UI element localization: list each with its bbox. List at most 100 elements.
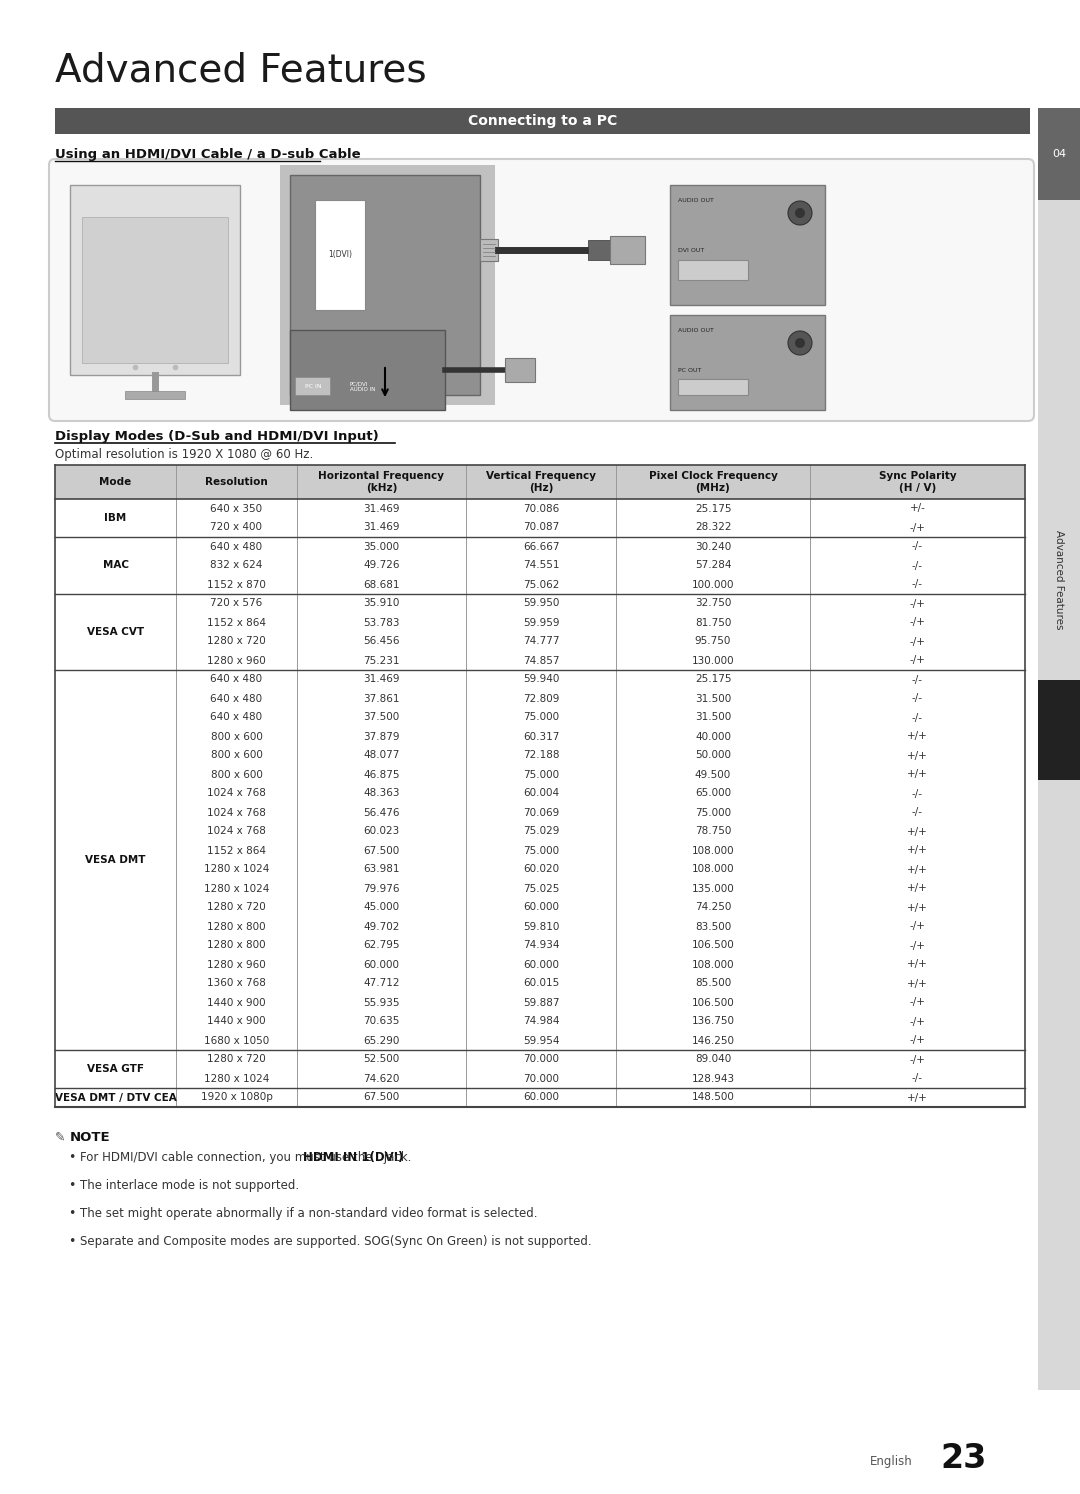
Bar bbox=[55, 575, 1025, 595]
Bar bbox=[280, 164, 495, 405]
Bar bbox=[670, 315, 825, 409]
Bar bbox=[1038, 108, 1080, 200]
Text: 74.551: 74.551 bbox=[523, 560, 559, 571]
Text: 640 x 480: 640 x 480 bbox=[211, 674, 262, 684]
Text: 40.000: 40.000 bbox=[696, 732, 731, 741]
Text: 04: 04 bbox=[1052, 149, 1066, 158]
Text: •: • bbox=[68, 1179, 76, 1192]
Text: Sync Polarity
(H / V): Sync Polarity (H / V) bbox=[879, 471, 956, 493]
Text: PC IN: PC IN bbox=[305, 384, 322, 390]
Text: 108.000: 108.000 bbox=[691, 865, 734, 874]
Text: 70.635: 70.635 bbox=[363, 1016, 400, 1026]
Text: 60.023: 60.023 bbox=[363, 826, 400, 837]
Bar bbox=[55, 108, 1030, 134]
Text: 75.000: 75.000 bbox=[523, 713, 559, 723]
Text: 1(DVI): 1(DVI) bbox=[328, 251, 352, 260]
Text: 74.984: 74.984 bbox=[523, 1016, 559, 1026]
Text: 79.976: 79.976 bbox=[363, 883, 400, 893]
Text: 106.500: 106.500 bbox=[691, 941, 734, 950]
Text: -/-: -/- bbox=[912, 693, 923, 704]
Bar bbox=[55, 651, 1025, 669]
Text: +/+: +/+ bbox=[907, 865, 928, 874]
Text: 1024 x 768: 1024 x 768 bbox=[207, 826, 266, 837]
Text: 70.069: 70.069 bbox=[523, 807, 559, 817]
Bar bbox=[55, 802, 1025, 822]
Text: 74.250: 74.250 bbox=[694, 902, 731, 913]
Text: 800 x 600: 800 x 600 bbox=[211, 732, 262, 741]
Text: 85.500: 85.500 bbox=[694, 979, 731, 989]
Bar bbox=[55, 536, 1025, 556]
Text: MAC: MAC bbox=[103, 560, 129, 571]
Text: 28.322: 28.322 bbox=[694, 523, 731, 532]
Text: VESA GTF: VESA GTF bbox=[87, 1064, 144, 1074]
Text: 640 x 480: 640 x 480 bbox=[211, 693, 262, 704]
Text: 48.363: 48.363 bbox=[363, 789, 400, 798]
Bar bbox=[55, 994, 1025, 1011]
Text: PC OUT: PC OUT bbox=[678, 368, 701, 372]
Text: 106.500: 106.500 bbox=[691, 998, 734, 1007]
Bar bbox=[55, 1011, 1025, 1031]
Text: 59.810: 59.810 bbox=[523, 922, 559, 931]
Text: VESA DMT: VESA DMT bbox=[85, 855, 146, 865]
Bar bbox=[588, 241, 610, 260]
Text: 1440 x 900: 1440 x 900 bbox=[207, 1016, 266, 1026]
Text: +/+: +/+ bbox=[907, 732, 928, 741]
Text: 800 x 600: 800 x 600 bbox=[211, 750, 262, 760]
Text: ✎: ✎ bbox=[55, 1131, 66, 1144]
Text: 60.317: 60.317 bbox=[523, 732, 559, 741]
Bar bbox=[55, 898, 1025, 917]
Text: -/+: -/+ bbox=[909, 998, 926, 1007]
Bar bbox=[55, 728, 1025, 746]
Text: 1920 x 1080p: 1920 x 1080p bbox=[201, 1092, 272, 1103]
Bar bbox=[678, 260, 748, 279]
Bar bbox=[55, 499, 1025, 518]
Bar bbox=[55, 974, 1025, 994]
Text: 1360 x 768: 1360 x 768 bbox=[207, 979, 266, 989]
Text: 59.959: 59.959 bbox=[523, 617, 559, 627]
Text: 720 x 576: 720 x 576 bbox=[211, 599, 262, 608]
Text: +/+: +/+ bbox=[907, 846, 928, 856]
Text: 89.040: 89.040 bbox=[694, 1055, 731, 1065]
Text: -/+: -/+ bbox=[909, 941, 926, 950]
Text: 1680 x 1050: 1680 x 1050 bbox=[204, 1035, 269, 1046]
Text: 148.500: 148.500 bbox=[691, 1092, 734, 1103]
Text: 59.950: 59.950 bbox=[523, 599, 559, 608]
Text: -/+: -/+ bbox=[909, 1035, 926, 1046]
Text: 31.469: 31.469 bbox=[363, 503, 400, 514]
Text: •: • bbox=[68, 1236, 76, 1247]
Text: 1280 x 960: 1280 x 960 bbox=[207, 656, 266, 665]
Bar bbox=[55, 1088, 1025, 1107]
Text: 65.000: 65.000 bbox=[694, 789, 731, 798]
Bar bbox=[55, 669, 1025, 689]
Text: 60.000: 60.000 bbox=[364, 959, 400, 970]
Bar bbox=[291, 330, 445, 409]
Text: 74.777: 74.777 bbox=[523, 636, 559, 647]
Bar bbox=[610, 236, 645, 264]
FancyBboxPatch shape bbox=[49, 158, 1034, 421]
Text: 130.000: 130.000 bbox=[691, 656, 734, 665]
Text: 37.879: 37.879 bbox=[363, 732, 400, 741]
Text: +/+: +/+ bbox=[907, 750, 928, 760]
Text: +/+: +/+ bbox=[907, 883, 928, 893]
Bar bbox=[55, 1070, 1025, 1088]
Bar bbox=[55, 465, 1025, 499]
Circle shape bbox=[788, 202, 812, 226]
Bar bbox=[55, 708, 1025, 728]
Text: 60.000: 60.000 bbox=[523, 1092, 559, 1103]
Text: For HDMI/DVI cable connection, you must use the: For HDMI/DVI cable connection, you must … bbox=[80, 1150, 376, 1164]
Bar bbox=[55, 556, 1025, 575]
Text: 128.943: 128.943 bbox=[691, 1074, 734, 1083]
Text: 1280 x 800: 1280 x 800 bbox=[207, 941, 266, 950]
Text: 720 x 400: 720 x 400 bbox=[211, 523, 262, 532]
Bar bbox=[55, 613, 1025, 632]
Text: 70.000: 70.000 bbox=[523, 1074, 559, 1083]
Text: 56.476: 56.476 bbox=[363, 807, 400, 817]
Text: +/+: +/+ bbox=[907, 826, 928, 837]
Text: 67.500: 67.500 bbox=[363, 1092, 400, 1103]
Text: 95.750: 95.750 bbox=[694, 636, 731, 647]
Bar bbox=[55, 917, 1025, 937]
Bar bbox=[55, 784, 1025, 802]
Text: 1280 x 1024: 1280 x 1024 bbox=[204, 883, 269, 893]
Bar bbox=[1038, 680, 1080, 780]
Bar bbox=[315, 200, 365, 309]
